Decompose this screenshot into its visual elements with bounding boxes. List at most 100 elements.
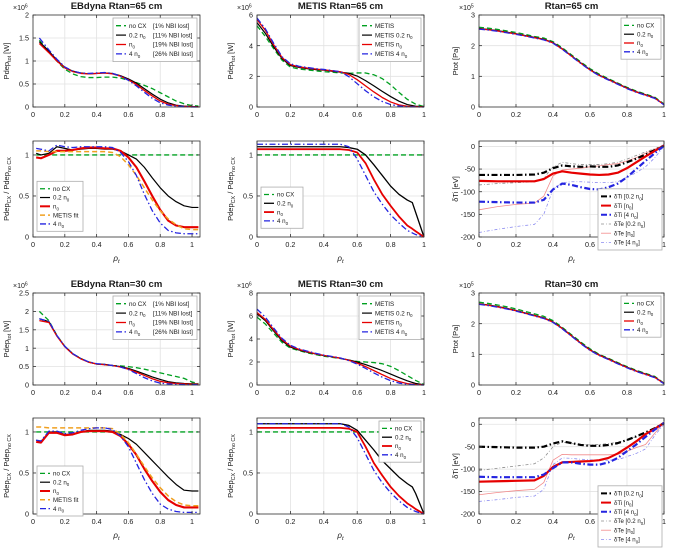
axis-exponent-label: ×105	[459, 3, 474, 12]
x-tick-label: 0	[31, 388, 35, 397]
x-tick-label: 0.2	[60, 388, 70, 397]
y-axis-label: Pdeptot [W]	[226, 321, 237, 358]
y-tick-label: 2	[471, 41, 475, 50]
x-tick-label: 0.2	[511, 388, 521, 397]
legend-entry-note: [1% NBI lost]	[153, 23, 190, 30]
legend-entry-label: METIS	[375, 23, 394, 30]
legend-entry-label: METIS	[375, 301, 394, 308]
legend-entry-label: METIS fit	[53, 497, 79, 504]
y-tick-label: 1	[471, 72, 475, 81]
series-metis-fit	[36, 426, 199, 507]
x-tick-label: 0.2	[60, 517, 70, 526]
legend-entry-label: 4 n0	[53, 221, 65, 229]
series-group	[38, 37, 199, 108]
subplot-title: EBdyna Rtan=30 cm	[71, 279, 163, 290]
legend-entry-label: 4 n0	[129, 329, 141, 337]
series-no-cx	[38, 39, 199, 107]
y-tick-label: 2	[25, 307, 29, 316]
y-tick-label: 8	[249, 289, 253, 298]
y-tick-label: 0	[249, 510, 253, 519]
x-tick-label: 1	[662, 110, 666, 119]
y-tick-label: 6	[249, 312, 253, 321]
y-tick-label: 0	[249, 381, 253, 390]
x-tick-label: 0.6	[585, 240, 595, 249]
chart-ebdyna-rtan30-ratio: 0 0.2 0.4 0.6 0.8 1 0 0.5 1 PdepCX / Pdepno CX ρt n…	[0, 411, 224, 551]
legend-entry-label: n0	[53, 488, 59, 496]
legend-entry-note: [26% NBI lost]	[153, 329, 193, 336]
y-tick-label: -150	[461, 210, 475, 219]
y-tick-label: 2	[25, 11, 29, 20]
y-tick-label: 0.5	[243, 192, 253, 201]
y-tick-label: -150	[461, 487, 475, 496]
subplot-ebdyna-rtan30-power: 0 0.2 0.4 0.6 0.8 1 0 0.5 1 1.5 2 2.5 ×106 EBdyna Rta…	[0, 276, 224, 411]
y-tick-label: -200	[461, 233, 475, 242]
x-tick-label: 0.2	[285, 517, 295, 526]
legend-entry-note: [1% NBI lost]	[153, 301, 190, 308]
legend-entry-label: METIS 0.2 n0	[375, 310, 413, 318]
series-n-0	[257, 426, 425, 515]
y-tick-label: 0	[471, 420, 475, 429]
y-tick-label: 0	[25, 381, 29, 390]
x-tick-label: 1	[190, 110, 194, 119]
legend: δTi [0.2 n0]δTi [n0]δTi [4 n0]δTe [0.2 n…	[597, 188, 663, 251]
legend-entry-label: 0.2 n0	[129, 32, 146, 40]
y-axis-label: PdepCX / Pdepno CX	[2, 434, 13, 498]
chart-metis-rtan30-ratio: 0 0.2 0.4 0.6 0.8 1 0 0.5 1 PdepCX / Pdepno CX ρt n…	[224, 411, 449, 551]
x-tick-label: 0.8	[155, 240, 165, 249]
legend: δTi [0.2 n0]δTi [n0]δTi [4 n0]δTe [0.2 n…	[597, 485, 663, 548]
y-tick-label: 1	[471, 350, 475, 359]
y-tick-label: -100	[461, 465, 475, 474]
legend: no CX [1% NBI lost] 0.2 n0 [11% NBI lost] n0…	[112, 295, 198, 340]
legend-entry-label: δTi [0.2 n0]	[614, 194, 644, 202]
legend-entry-label: 4 n0	[637, 49, 649, 57]
legend-entry-label: no CX	[637, 23, 654, 30]
x-tick-label: 0	[255, 388, 259, 397]
legend-entry-label: no CX	[53, 186, 70, 193]
x-tick-label: 0	[477, 388, 481, 397]
legend-entry-label: n0	[637, 318, 643, 326]
x-tick-label: 0	[31, 110, 35, 119]
tick-marks	[32, 141, 200, 238]
x-tick-label: 0	[477, 517, 481, 526]
x-tick-label: 0.8	[155, 517, 165, 526]
axes-box	[256, 417, 425, 515]
legend-entry-label: METIS 4 n0	[375, 51, 408, 59]
y-tick-label: 1.5	[19, 325, 29, 334]
subplot-title: METIS Rtan=65 cm	[298, 1, 383, 12]
x-axis-label: ρt	[112, 254, 120, 265]
series-ti-n-0	[478, 144, 665, 183]
x-tick-label: 0.6	[585, 110, 595, 119]
y-tick-label: 3	[471, 11, 475, 20]
legend-entry-label: n0	[53, 204, 59, 212]
x-tick-label: 0.4	[548, 517, 558, 526]
subplot-metis-rtan30-power: 0 0.2 0.4 0.6 0.8 1 0 2 4 6 8 ×106 METIS Rtan=30 cm P…	[224, 276, 449, 411]
y-tick-label: 1	[25, 344, 29, 353]
series-4-n-0	[39, 318, 199, 386]
legend-entry-label: δTi [n0]	[614, 500, 633, 508]
x-tick-label: 1	[662, 240, 666, 249]
x-tick-label: 0.2	[60, 240, 70, 249]
legend-entry-label: no CX	[129, 23, 147, 30]
legend-entry-label: δTe [0.2 n0]	[614, 518, 645, 526]
series-4-n-0	[38, 37, 199, 108]
x-tick-label: 0.4	[92, 240, 102, 249]
x-tick-label: 0.8	[155, 388, 165, 397]
x-tick-label: 0.2	[285, 240, 295, 249]
legend-entry-note: [26% NBI lost]	[153, 51, 193, 58]
legend-entry-label: 4 n0	[637, 327, 649, 335]
subplot-metis-rtan65-power: 0 0.2 0.4 0.6 0.8 1 0 2 4 6 ×106 METIS Rtan=65 cm Pd…	[224, 0, 449, 135]
x-tick-label: 0	[31, 240, 35, 249]
y-tick-label: 1	[25, 57, 29, 66]
x-tick-label: 0	[477, 110, 481, 119]
x-tick-label: 1	[422, 388, 426, 397]
x-axis-label: ρt	[567, 531, 575, 542]
x-tick-label: 0	[255, 240, 259, 249]
chart-metis-rtan65-ratio: 0 0.2 0.4 0.6 0.8 1 0 0.5 1 PdepCX / Pdepno CX ρt n…	[224, 135, 449, 276]
series-metis-n-0	[256, 19, 425, 108]
y-tick-label: 3	[471, 289, 475, 298]
legend-entry-label: n0	[395, 443, 401, 451]
x-tick-label: 0.6	[123, 240, 133, 249]
